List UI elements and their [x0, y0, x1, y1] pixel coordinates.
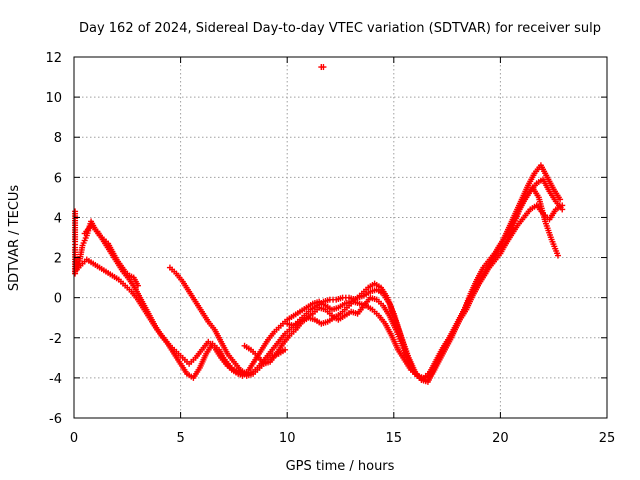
data-points — [72, 64, 566, 385]
chart-title: Day 162 of 2024, Sidereal Day-to-day VTE… — [79, 21, 601, 36]
grid-lines — [74, 57, 607, 418]
y-axis-label: SDTVAR / TECUs — [7, 185, 22, 292]
plot-frame — [73, 56, 608, 419]
y-tick-label: 8 — [54, 131, 62, 146]
y-tick-label: -4 — [49, 372, 62, 387]
y-tick-label: 10 — [45, 91, 62, 106]
x-axis-label: GPS time / hours — [286, 459, 395, 474]
data-point — [554, 252, 561, 259]
y-tick-label: -2 — [49, 332, 62, 347]
data-point — [282, 346, 289, 353]
axis-ticks — [73, 56, 608, 419]
y-tick-labels: -6 -4 -2 0 2 4 6 8 10 12 — [45, 51, 62, 427]
x-tick-label: 0 — [70, 431, 78, 446]
x-tick-label: 5 — [176, 431, 184, 446]
data-point — [557, 196, 564, 203]
data-point — [320, 64, 327, 71]
x-tick-labels: 0 5 10 15 20 25 — [70, 431, 615, 446]
y-tick-label: -6 — [49, 412, 62, 427]
y-tick-label: 4 — [54, 211, 62, 226]
x-tick-label: 15 — [386, 431, 403, 446]
y-tick-label: 2 — [54, 252, 62, 267]
y-tick-label: 12 — [45, 51, 62, 66]
y-tick-label: 6 — [54, 171, 62, 186]
data-point — [134, 282, 141, 289]
x-tick-label: 25 — [599, 431, 616, 446]
data-point — [559, 206, 566, 213]
x-tick-label: 20 — [492, 431, 509, 446]
y-tick-label: 0 — [54, 292, 62, 307]
x-tick-label: 10 — [279, 431, 296, 446]
